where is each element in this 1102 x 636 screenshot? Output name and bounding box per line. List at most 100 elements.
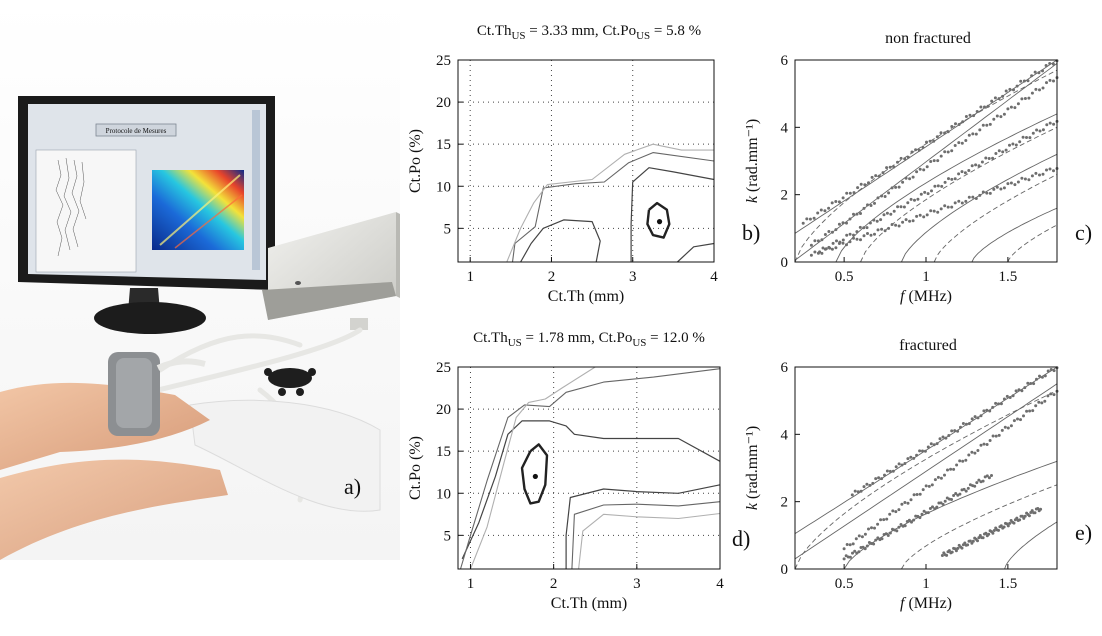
measured-point bbox=[887, 191, 891, 195]
measured-point bbox=[883, 229, 887, 233]
y-tick-label: 15 bbox=[436, 444, 451, 460]
y-tick-label: 4 bbox=[781, 120, 789, 136]
measured-point bbox=[848, 232, 852, 236]
measured-point bbox=[1015, 84, 1019, 88]
measured-point bbox=[1026, 79, 1030, 83]
measured-point bbox=[925, 140, 928, 144]
measured-point bbox=[813, 239, 817, 243]
measured-point bbox=[908, 219, 912, 223]
contour-mid-right-bottom bbox=[676, 242, 715, 263]
contour-outer-b bbox=[571, 501, 721, 570]
y-tick-label: 5 bbox=[444, 528, 452, 544]
measured-point bbox=[1046, 394, 1050, 398]
measured-point bbox=[994, 434, 998, 438]
measured-point bbox=[960, 141, 964, 145]
plot-d: 1 2 3 4 5 10 15 20 25 Ct.Th (mm) Ct.Po (%) bbox=[407, 360, 724, 612]
measured-point bbox=[848, 543, 852, 547]
measured-point bbox=[1028, 136, 1032, 140]
measured-point bbox=[1043, 399, 1047, 403]
measured-point bbox=[922, 215, 926, 219]
measured-point bbox=[1002, 397, 1006, 401]
measured-point bbox=[1022, 79, 1026, 83]
measured-point bbox=[859, 489, 863, 493]
measured-point bbox=[1006, 107, 1010, 111]
measured-point bbox=[992, 117, 996, 121]
measured-point bbox=[943, 499, 947, 503]
measured-point bbox=[1036, 507, 1040, 510]
measured-point bbox=[988, 191, 992, 195]
measured-point bbox=[980, 160, 984, 164]
measured-point bbox=[879, 218, 883, 222]
y-tick-label: 10 bbox=[436, 179, 451, 195]
measured-point bbox=[834, 200, 838, 203]
measured-point bbox=[921, 145, 925, 149]
measured-point bbox=[959, 425, 962, 429]
x-tick-label: 0.5 bbox=[835, 269, 854, 285]
measured-point bbox=[914, 148, 918, 152]
measured-point bbox=[947, 549, 951, 553]
measured-point bbox=[922, 509, 926, 513]
measured-point bbox=[992, 529, 996, 532]
measured-point bbox=[903, 501, 907, 504]
measured-point bbox=[987, 476, 991, 480]
measured-point bbox=[852, 212, 855, 216]
measured-point bbox=[981, 479, 985, 483]
measured-point bbox=[1015, 516, 1019, 520]
panel-b-letter: b) bbox=[742, 220, 760, 245]
measured-point bbox=[918, 516, 922, 520]
measured-point bbox=[897, 525, 901, 529]
x-tick-label: 0.5 bbox=[835, 576, 854, 592]
measured-point bbox=[977, 478, 981, 482]
measured-point bbox=[897, 224, 901, 228]
measured-point bbox=[876, 228, 880, 232]
measured-point bbox=[981, 536, 985, 540]
measured-point bbox=[958, 459, 962, 463]
measured-point bbox=[953, 144, 957, 147]
measured-point bbox=[1004, 89, 1008, 93]
measured-point bbox=[971, 132, 975, 136]
measured-point bbox=[897, 185, 901, 189]
measured-point bbox=[1002, 112, 1006, 116]
measured-point bbox=[933, 478, 937, 482]
measured-point bbox=[966, 543, 970, 547]
measured-point bbox=[856, 186, 860, 190]
measured-point bbox=[990, 99, 994, 103]
measured-point bbox=[891, 509, 895, 513]
measured-point bbox=[870, 526, 873, 530]
measured-point bbox=[929, 160, 933, 163]
measured-point bbox=[1009, 181, 1013, 185]
measured-point bbox=[880, 537, 884, 541]
measured-point bbox=[950, 149, 954, 153]
measured-point bbox=[950, 125, 954, 128]
measured-point bbox=[845, 543, 849, 546]
measured-point bbox=[968, 113, 972, 117]
measured-point bbox=[904, 218, 908, 222]
measured-point bbox=[887, 226, 891, 230]
measured-point bbox=[852, 191, 856, 195]
measured-point bbox=[919, 192, 923, 196]
measured-point bbox=[1034, 404, 1038, 408]
measured-point bbox=[851, 551, 854, 555]
measured-point bbox=[865, 482, 869, 486]
measured-point bbox=[842, 547, 846, 551]
panel-d-title: Ct.ThUS = 1.78 mm, Ct.PoUS = 12.0 % bbox=[473, 330, 705, 349]
measured-point bbox=[1011, 394, 1015, 398]
contour-inner bbox=[646, 201, 671, 239]
measured-point bbox=[995, 185, 999, 189]
measured-point bbox=[909, 498, 913, 502]
measured-point bbox=[936, 184, 940, 188]
measured-point bbox=[939, 131, 943, 135]
measured-point bbox=[854, 537, 858, 541]
measured-point bbox=[1040, 401, 1044, 405]
measured-point bbox=[964, 139, 968, 142]
measured-point bbox=[922, 168, 926, 172]
measured-point bbox=[925, 213, 929, 217]
measured-point bbox=[967, 195, 971, 199]
measured-point bbox=[994, 152, 998, 155]
measured-point bbox=[938, 437, 942, 441]
measured-point bbox=[1022, 414, 1025, 418]
measured-point bbox=[918, 492, 922, 496]
measured-point bbox=[936, 210, 940, 214]
measured-point bbox=[918, 167, 922, 171]
